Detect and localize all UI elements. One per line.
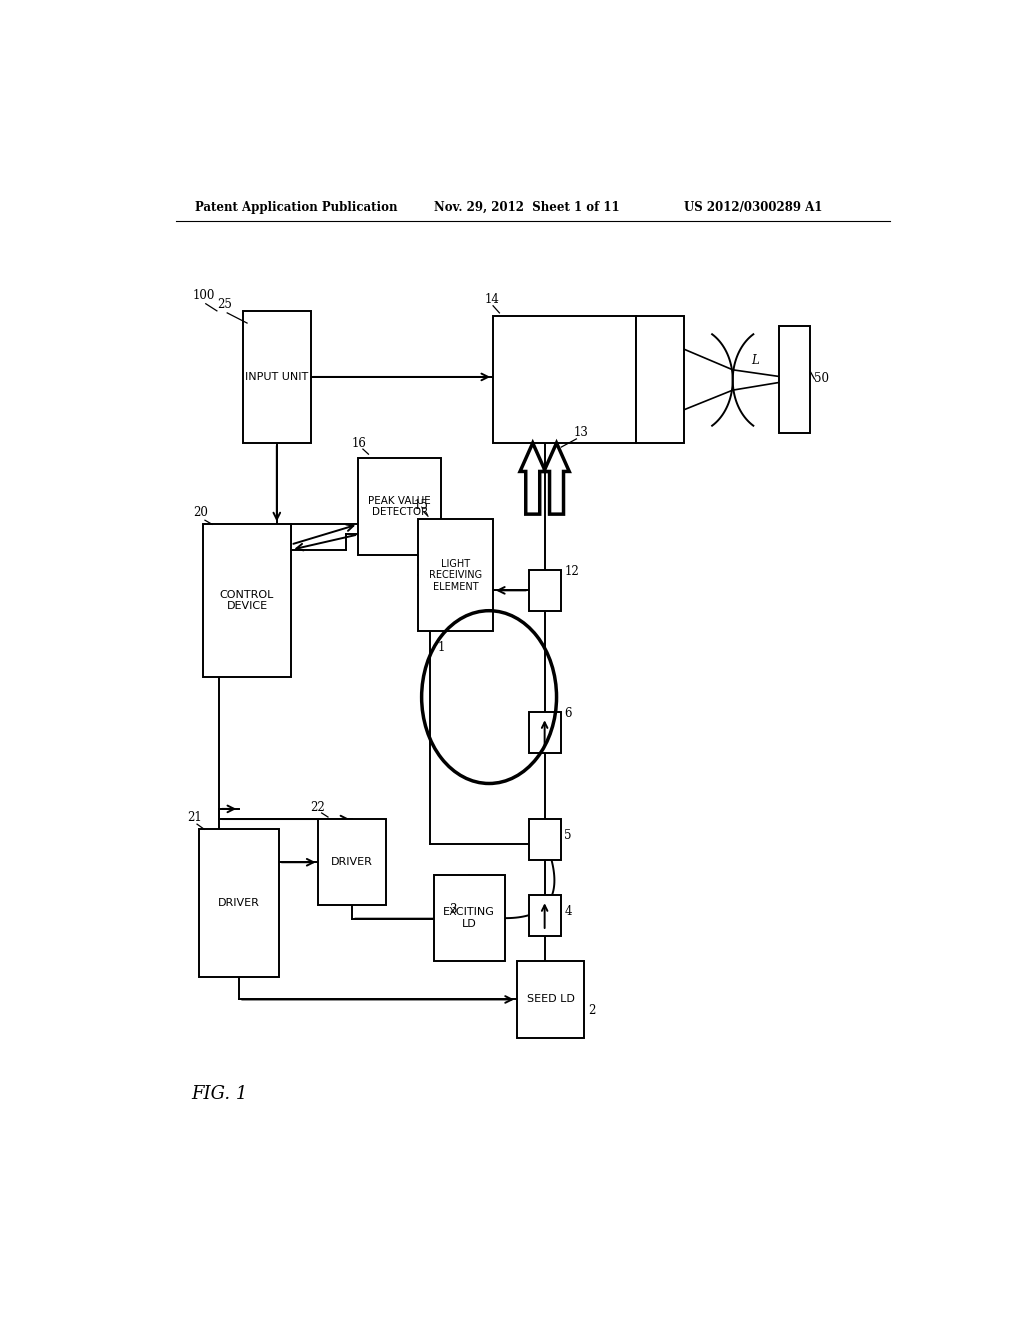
Text: CONTROL
DEVICE: CONTROL DEVICE: [220, 590, 274, 611]
Text: 100: 100: [194, 289, 215, 302]
Text: L: L: [751, 354, 759, 367]
Text: 12: 12: [564, 565, 580, 578]
Bar: [778, 326, 811, 433]
Text: EXCITING
LD: EXCITING LD: [443, 907, 496, 929]
Bar: [528, 570, 560, 611]
Text: 50: 50: [814, 372, 829, 385]
Bar: [204, 524, 291, 677]
Text: PEAK VALUE
DETECTOR: PEAK VALUE DETECTOR: [369, 496, 431, 517]
Bar: [418, 519, 494, 631]
Bar: [528, 818, 560, 859]
Text: 6: 6: [564, 708, 572, 721]
Text: 21: 21: [187, 810, 203, 824]
Text: FIG. 1: FIG. 1: [191, 1085, 248, 1102]
Text: 5: 5: [564, 829, 572, 842]
Bar: [494, 315, 636, 444]
Text: 15: 15: [414, 499, 429, 512]
Text: LIGHT
RECEIVING
ELEMENT: LIGHT RECEIVING ELEMENT: [429, 558, 482, 591]
Bar: [200, 829, 279, 977]
Bar: [528, 895, 560, 936]
Text: 20: 20: [194, 506, 208, 519]
Text: 14: 14: [484, 293, 500, 306]
Text: DRIVER: DRIVER: [218, 898, 260, 908]
Text: SEED LD: SEED LD: [526, 994, 574, 1005]
Text: 4: 4: [564, 904, 572, 917]
Text: 22: 22: [310, 801, 326, 814]
Text: 2: 2: [588, 1005, 596, 1018]
Text: Patent Application Publication: Patent Application Publication: [196, 201, 398, 214]
Bar: [243, 312, 310, 444]
Polygon shape: [520, 444, 546, 515]
Bar: [318, 818, 386, 906]
Text: DRIVER: DRIVER: [331, 857, 373, 867]
Text: 1: 1: [437, 642, 444, 655]
Text: 25: 25: [217, 298, 231, 310]
Text: INPUT UNIT: INPUT UNIT: [245, 372, 308, 381]
Bar: [528, 713, 560, 752]
Text: Nov. 29, 2012  Sheet 1 of 11: Nov. 29, 2012 Sheet 1 of 11: [433, 201, 620, 214]
Text: US 2012/0300289 A1: US 2012/0300289 A1: [684, 201, 822, 214]
Text: 16: 16: [352, 437, 367, 450]
Bar: [517, 961, 585, 1038]
Bar: [358, 458, 441, 554]
Bar: [433, 875, 505, 961]
Text: 3: 3: [450, 903, 457, 916]
Text: 13: 13: [574, 426, 589, 438]
Polygon shape: [544, 444, 569, 515]
Bar: [636, 315, 684, 444]
